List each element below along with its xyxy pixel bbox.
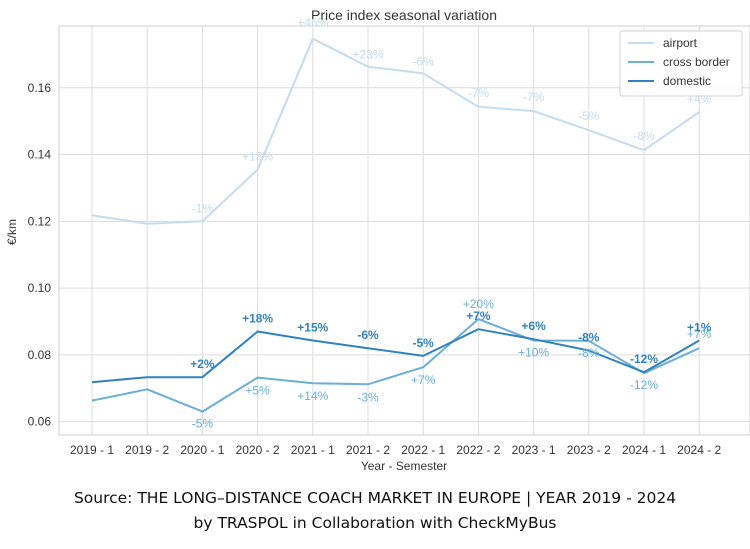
data-label-airport: -1% [192,201,214,215]
data-label-domestic: -8% [578,331,600,345]
source-line-2: by TRASPOL in Collaboration with CheckMy… [193,514,557,532]
series-line-airport [91,37,700,225]
data-label-domestic: +1% [687,321,712,335]
x-tick-labels: 2019 - 1 2019 - 2 2020 - 1 2020 - 2 2021 - 1… [70,443,722,457]
series-line-cross-border [91,318,700,413]
plot-frame [58,25,750,436]
data-label-cross-border: -8% [578,346,600,360]
x-tick-label: 2020 - 1 [180,443,224,457]
x-tick-label: 2021 - 1 [291,443,335,457]
data-label-cross-border: -5% [192,417,214,431]
data-label-domestic: -6% [357,328,379,342]
y-tick-labels: 0.06 0.08 0.10 0.12 0.14 0.16 [28,81,52,429]
data-label-cross-border: +20% [463,297,494,311]
data-label-cross-border: +10% [518,346,549,360]
data-label-cross-border: +14% [297,389,328,403]
gridlines [59,26,750,435]
x-tick-label: 2021 - 2 [346,443,390,457]
x-tick-label: 2023 - 1 [512,443,556,457]
data-label-cross-border: -3% [357,390,379,404]
y-tick-label: 0.12 [28,214,52,228]
data-label-airport: +13% [242,150,273,164]
data-label-airport: -6% [413,54,435,68]
legend-label: cross border [663,55,730,69]
data-label-cross-border: +5% [245,384,270,398]
data-label-domestic: -5% [413,336,435,350]
data-label-domestic: +2% [190,357,215,371]
series-lines [91,37,700,413]
legend-label: domestic [663,74,711,88]
data-label-airport: -7% [523,90,545,104]
y-tick-label: 0.16 [28,81,52,95]
data-label-domestic: -12% [630,352,658,366]
data-label-airport: +46% [297,16,328,30]
data-label-cross-border: +7% [687,327,712,341]
y-tick-label: 0.06 [28,415,52,429]
legend: airport cross border domestic [619,30,743,97]
data-label-cross-border: -12% [630,378,658,392]
price-index-chart: Price index seasonal variation €/km Year… [5,7,750,473]
x-tick-label: 2022 - 1 [401,443,445,457]
series-line-domestic [91,328,700,384]
x-tick-label: 2019 - 1 [70,443,114,457]
data-label-domestic: +18% [242,311,273,325]
data-label-airport: -8% [633,129,655,143]
legend-label: airport [663,36,698,50]
data-labels: -1%+13%+46%+23% -6%-7% -7%-5%-8%+4%-5%+5% +… [190,16,711,431]
y-tick-label: 0.14 [28,148,52,162]
data-label-domestic: +6% [521,319,546,333]
y-tick-label: 0.08 [28,348,52,362]
legend-box [619,30,743,97]
y-tick-label: 0.10 [28,281,52,295]
x-tick-label: 2023 - 2 [567,443,611,457]
y-axis-label: €/km [5,219,19,245]
x-tick-label: 2022 - 2 [456,443,500,457]
data-label-cross-border: +7% [411,373,436,387]
x-axis-label: Year - Semester [361,459,447,473]
x-tick-label: 2019 - 2 [125,443,169,457]
data-label-airport: -5% [578,109,600,123]
data-label-domestic: +15% [297,321,328,335]
data-label-domestic: +7% [466,309,491,323]
chart-title: Price index seasonal variation [311,7,497,23]
data-label-airport: +23% [352,48,383,62]
source-line-1: Source: THE LONG–DISTANCE COACH MARKET I… [73,489,677,507]
x-tick-label: 2024 - 2 [677,443,721,457]
data-label-airport: -7% [468,86,490,100]
x-tick-label: 2024 - 1 [622,443,666,457]
x-tick-label: 2020 - 2 [236,443,280,457]
